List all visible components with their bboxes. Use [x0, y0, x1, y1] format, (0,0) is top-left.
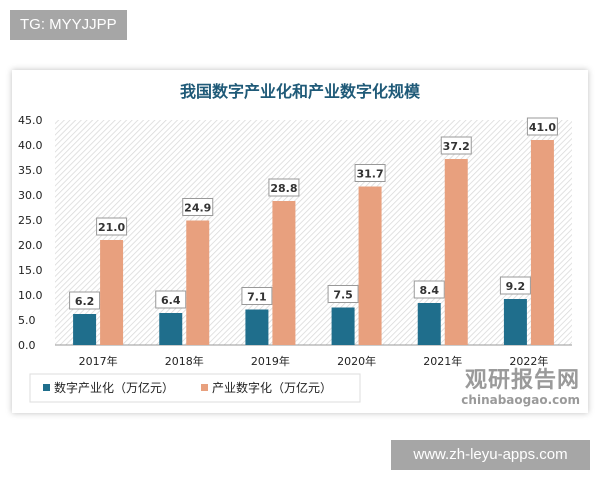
- y-tick-label: 25.0: [18, 214, 43, 227]
- data-label: 6.2: [75, 295, 95, 308]
- data-label-box: [440, 136, 472, 155]
- data-label: 31.7: [357, 168, 384, 181]
- data-label: 37.2: [443, 140, 470, 153]
- data-label: 8.4: [420, 284, 440, 297]
- x-tick-label: 2018年: [165, 354, 204, 368]
- bar-industrial-digitalization: [186, 220, 210, 345]
- legend-swatch: [201, 384, 208, 391]
- bar-digital-industrialization: [503, 299, 527, 345]
- data-label-box: [499, 276, 531, 295]
- x-tick-label: 2020年: [337, 354, 376, 368]
- data-label-box: [268, 178, 300, 197]
- bar-digital-industrialization: [159, 313, 183, 345]
- legend-swatch: [43, 384, 50, 391]
- data-label-box: [182, 198, 214, 216]
- legend-box: [29, 373, 361, 403]
- data-label-box: [96, 217, 128, 236]
- watermark-en: chinabaogao.com: [461, 393, 580, 407]
- bar-industrial-digitalization: [358, 186, 382, 345]
- watermark-logo: 观研报告网 chinabaogao.com: [461, 368, 580, 407]
- data-label-box: [327, 285, 359, 303]
- y-tick-label: 15.0: [18, 264, 43, 277]
- data-label: 7.1: [247, 291, 267, 304]
- data-label: 7.5: [333, 289, 353, 302]
- y-tick-label: 10.0: [18, 289, 43, 302]
- bar-industrial-digitalization: [100, 240, 124, 345]
- data-label: 9.2: [506, 280, 526, 293]
- data-label-box: [241, 287, 273, 305]
- data-label-box: [69, 291, 101, 310]
- x-tick-label: 2019年: [251, 354, 290, 368]
- data-label-box: [155, 290, 187, 309]
- bar-digital-industrialization: [73, 314, 97, 345]
- y-tick-label: 45.0: [18, 114, 43, 127]
- bar-digital-industrialization: [417, 303, 441, 345]
- data-label-box: [413, 280, 445, 299]
- watermark-cn: 观研报告网: [464, 368, 580, 393]
- plot-background: [55, 120, 572, 345]
- legend-label: 产业数字化（万亿元）: [212, 380, 332, 395]
- bar-chart: 我国数字产业化和产业数字化规模 0.0 5.0 10.0 15.0 20.0 25.0 30.…: [18, 82, 572, 403]
- x-tick-label: 2017年: [79, 354, 118, 368]
- chart-title: 我国数字产业化和产业数字化规模: [180, 82, 421, 101]
- data-label: 24.9: [184, 202, 211, 215]
- y-tick-label: 30.0: [18, 189, 43, 202]
- y-tick-label: 35.0: [18, 164, 43, 177]
- bar-industrial-digitalization: [530, 140, 554, 345]
- x-tick-label: 2022年: [509, 354, 548, 368]
- data-label-box: [526, 117, 558, 136]
- x-tick-label: 2021年: [423, 354, 462, 368]
- y-tick-label: 5.0: [18, 314, 36, 327]
- tag-label: TG: MYYJJPP: [10, 10, 127, 40]
- bar-industrial-digitalization: [272, 201, 296, 345]
- bar-digital-industrialization: [245, 309, 269, 345]
- data-label: 6.4: [161, 294, 181, 307]
- y-tick-label: 40.0: [18, 139, 43, 152]
- y-tick-label: 20.0: [18, 239, 43, 252]
- y-tick-label: 0.0: [18, 339, 36, 352]
- chart-card: 我国数字产业化和产业数字化规模 0.0 5.0 10.0 15.0 20.0 25.0 30.…: [12, 70, 588, 413]
- data-label: 41.0: [529, 121, 556, 134]
- bar-digital-industrialization: [331, 307, 355, 345]
- bar-industrial-digitalization: [444, 159, 468, 345]
- site-label: www.zh-leyu-apps.com: [391, 440, 590, 470]
- data-label: 21.0: [98, 221, 125, 234]
- data-label-box: [354, 164, 386, 182]
- data-label: 28.8: [270, 182, 297, 195]
- legend-label: 数字产业化（万亿元）: [54, 380, 174, 395]
